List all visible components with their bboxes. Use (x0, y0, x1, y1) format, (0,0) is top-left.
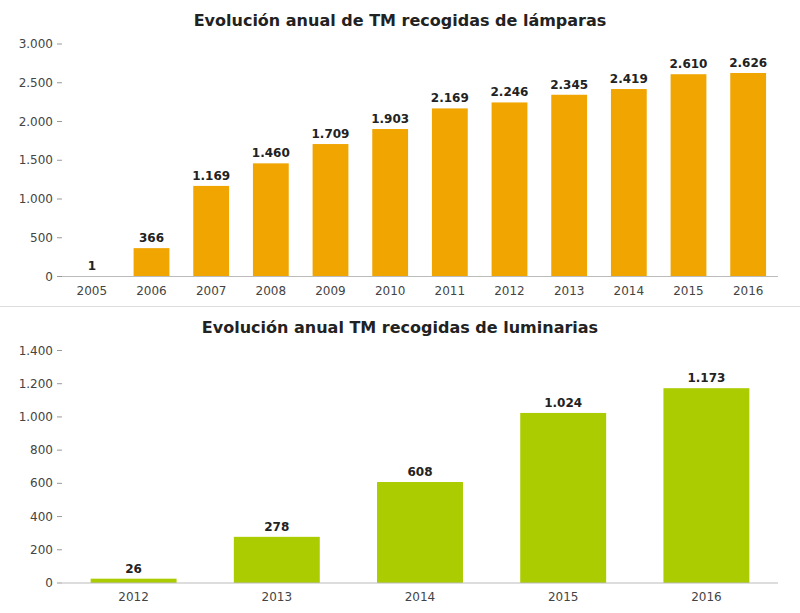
x-axis-line (62, 276, 778, 277)
bar (663, 388, 749, 583)
bar (551, 95, 587, 277)
data-label: 366 (139, 231, 164, 245)
y-tick-label: 500 (30, 231, 53, 245)
x-tick-label: 2008 (256, 284, 287, 298)
x-tick-label: 2006 (136, 284, 167, 298)
y-tick (57, 160, 62, 161)
data-label: 1.460 (252, 146, 290, 160)
bar (234, 537, 320, 583)
y-tick-label: 3.000 (19, 37, 53, 51)
x-tick-label: 2007 (196, 284, 227, 298)
y-tick-label: 1.000 (19, 192, 53, 206)
bar (611, 89, 647, 276)
data-label: 1 (88, 259, 96, 273)
x-tick-label: 2005 (77, 284, 108, 298)
panel-separator (0, 306, 800, 307)
bar (671, 74, 707, 276)
x-tick-label: 2016 (691, 590, 722, 604)
y-tick (57, 82, 62, 83)
data-label: 26 (125, 562, 142, 576)
y-tick (57, 199, 62, 200)
data-label: 2.419 (610, 72, 648, 86)
chart-title: Evolución anual TM recogidas de luminari… (202, 318, 598, 337)
x-tick-label: 2009 (315, 284, 346, 298)
y-tick-label: 1.000 (19, 410, 53, 424)
y-tick-label: 200 (30, 543, 53, 557)
y-tick (57, 350, 62, 351)
y-tick-label: 0 (45, 576, 53, 590)
bar (520, 413, 606, 583)
data-label: 278 (264, 520, 289, 534)
y-tick-label: 2.000 (19, 115, 53, 129)
x-tick-label: 2013 (262, 590, 293, 604)
y-tick (57, 276, 62, 277)
data-label: 2.345 (550, 78, 588, 92)
x-tick-label: 2010 (375, 284, 406, 298)
bar (193, 186, 229, 277)
data-label: 1.709 (312, 127, 350, 141)
x-tick-label: 2014 (405, 590, 436, 604)
x-tick-label: 2015 (673, 284, 704, 298)
bar-group (74, 73, 766, 277)
y-tick (57, 121, 62, 122)
y-tick-label: 400 (30, 510, 53, 524)
y-tick (57, 450, 62, 451)
bar (372, 129, 408, 276)
y-tick (57, 237, 62, 238)
chart-panel: Evolución anual TM recogidas de luminari… (0, 307, 800, 605)
data-label: 2.626 (729, 56, 767, 70)
y-tick-label: 600 (30, 476, 53, 490)
label-group: 1 366 1.169 1.460 1.709 1.903 2.169 2.246 2.345 2… (88, 56, 767, 273)
y-tick (57, 516, 62, 517)
x-tick-label: 2011 (435, 284, 466, 298)
data-label: 2.246 (491, 85, 529, 99)
y-tick-label: 1.200 (19, 377, 53, 391)
x-tick-label: 2012 (494, 284, 525, 298)
x-axis-line (62, 583, 778, 584)
y-tick-label: 1.500 (19, 153, 53, 167)
bar (313, 144, 349, 276)
bar (91, 579, 177, 583)
y-tick-label: 1.400 (19, 344, 53, 358)
y-tick-label: 0 (45, 270, 53, 284)
bar (134, 248, 170, 276)
bar (432, 108, 468, 276)
x-tick-label: 2012 (118, 590, 149, 604)
bar (730, 73, 766, 277)
data-label: 1.903 (371, 112, 409, 126)
x-tick-label: 2015 (548, 590, 579, 604)
y-tick-label: 800 (30, 443, 53, 457)
x-tick-label: 2013 (554, 284, 585, 298)
y-tick (57, 44, 62, 45)
data-label: 1.024 (544, 396, 582, 410)
y-tick (57, 383, 62, 384)
y-tick (57, 483, 62, 484)
chart-canvas: Evolución anual de TM recogidas de lámpa… (0, 0, 800, 613)
y-tick-label: 2.500 (19, 76, 53, 90)
bar-group (91, 388, 750, 583)
bar (492, 102, 528, 276)
bar (377, 482, 463, 583)
y-tick (57, 583, 62, 584)
data-label: 1.173 (687, 371, 725, 385)
data-label: 1.169 (192, 169, 230, 183)
bar (253, 163, 289, 276)
label-group: 26 278 608 1.024 1.173 (125, 371, 725, 575)
y-tick (57, 416, 62, 417)
x-tick-label: 2016 (733, 284, 764, 298)
data-label: 2.169 (431, 91, 469, 105)
chart-panel: Evolución anual de TM recogidas de lámpa… (19, 11, 778, 298)
data-label: 2.610 (670, 57, 708, 71)
x-tick-label: 2014 (614, 284, 645, 298)
y-tick (57, 549, 62, 550)
data-label: 608 (407, 465, 432, 479)
chart-title: Evolución anual de TM recogidas de lámpa… (194, 11, 607, 30)
